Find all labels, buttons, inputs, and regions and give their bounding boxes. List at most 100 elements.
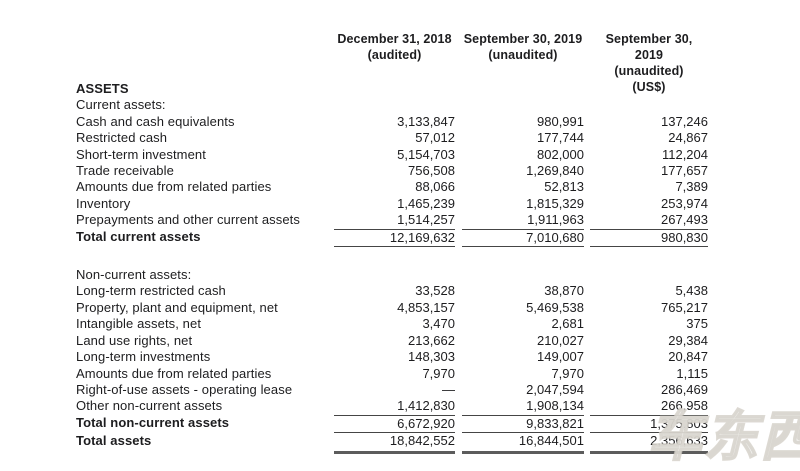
row-label: Right-of-use assets - operating lease bbox=[76, 381, 293, 397]
table-row: ASSETS bbox=[76, 81, 710, 97]
row-value: 4,853,157 bbox=[397, 299, 455, 315]
row-label: ASSETS bbox=[76, 81, 129, 96]
row-value: — bbox=[442, 381, 455, 397]
row-label: Trade receivable bbox=[76, 163, 174, 179]
row-value: 7,970 bbox=[551, 365, 584, 381]
row-value: 18,842,552 bbox=[334, 433, 455, 454]
row-value: 6,672,920 bbox=[334, 414, 455, 434]
row-label: Intangible assets, net bbox=[76, 316, 202, 332]
row-value: 286,469 bbox=[661, 381, 708, 397]
row-value: 2,356,633 bbox=[590, 433, 708, 454]
table-row: Right-of-use assets - operating lease — 2,… bbox=[76, 382, 710, 398]
row-label: Total assets bbox=[76, 433, 152, 449]
table-row: Intangible assets, net 3,470 2,681 375 bbox=[76, 316, 710, 332]
row-value: 1,375,803 bbox=[590, 414, 708, 434]
row-label: Prepayments and other current assets bbox=[76, 212, 300, 228]
column-header-dec-31-2018: December 31, 2018 (audited) bbox=[334, 31, 455, 63]
row-value: 137,246 bbox=[661, 113, 708, 129]
column-header-sep-30-2019: September 30, 2019 (unaudited) bbox=[462, 31, 584, 63]
row-label: Total non-current assets bbox=[76, 414, 230, 430]
table-row: Long-term restricted cash 33,528 38,870 5,4… bbox=[76, 283, 710, 299]
row-label: Restricted cash bbox=[76, 130, 168, 146]
spacer-row bbox=[76, 247, 710, 267]
row-value: 1,911,963 bbox=[527, 212, 584, 228]
row-label: Other non-current assets bbox=[76, 398, 223, 414]
row-value: 5,469,538 bbox=[526, 299, 584, 315]
table-row: Inventory 1,465,239 1,815,329 253,974 bbox=[76, 196, 710, 212]
row-value: 29,384 bbox=[668, 332, 708, 348]
row-label: Total current assets bbox=[76, 228, 201, 244]
balance-sheet-assets-table: December 31, 2018 (audited) September 30… bbox=[76, 31, 710, 454]
table-row: Other non-current assets 1,412,830 1,908,1… bbox=[76, 398, 710, 414]
header-line: September 30, 2019 bbox=[605, 32, 693, 62]
table-row: Amounts due from related parties 7,970 7,9… bbox=[76, 366, 710, 382]
table-row: Land use rights, net 213,662 210,027 29,384 bbox=[76, 333, 710, 349]
row-value: 177,744 bbox=[537, 130, 584, 146]
row-value: 375 bbox=[686, 316, 708, 332]
row-value: 148,303 bbox=[408, 349, 455, 365]
row-value: 5,154,703 bbox=[397, 146, 455, 162]
table-header: December 31, 2018 (audited) September 30… bbox=[76, 31, 710, 94]
row-value: 57,012 bbox=[415, 130, 455, 146]
row-value: 266,958 bbox=[661, 398, 708, 414]
table-row: Amounts due from related parties 88,066 52… bbox=[76, 179, 710, 195]
row-value: 88,066 bbox=[415, 179, 455, 195]
table-row: Total current assets 12,169,632 7,010,680 9… bbox=[76, 228, 710, 248]
row-value: 12,169,632 bbox=[334, 228, 455, 248]
header-line: (US$) bbox=[632, 80, 666, 94]
row-label: Short-term investment bbox=[76, 146, 206, 162]
table-row: Long-term investments 148,303 149,007 20,84… bbox=[76, 349, 710, 365]
row-label: Long-term restricted cash bbox=[76, 283, 226, 299]
row-value: 7,389 bbox=[675, 179, 708, 195]
table-row: Cash and cash equivalents 3,133,847 980,99… bbox=[76, 114, 710, 130]
row-value: 213,662 bbox=[408, 332, 455, 348]
row-value: 253,974 bbox=[661, 195, 708, 211]
row-value: 7,010,680 bbox=[462, 228, 584, 248]
table-row: Non-current assets: bbox=[76, 267, 710, 283]
row-value: 149,007 bbox=[537, 349, 584, 365]
row-value: 1,514,257 bbox=[397, 212, 455, 228]
column-header-sep-30-2019-usd: September 30, 2019 (unaudited) (US$) bbox=[590, 31, 708, 95]
row-value: 980,991 bbox=[537, 113, 584, 129]
row-value: 2,681 bbox=[551, 316, 584, 332]
table-row: Total assets 18,842,552 16,844,501 2,356,63… bbox=[76, 433, 710, 454]
row-value: 24,867 bbox=[668, 130, 708, 146]
row-value: 112,204 bbox=[661, 146, 708, 162]
row-value: 2,047,594 bbox=[526, 381, 584, 397]
row-label: Cash and cash equivalents bbox=[76, 113, 235, 129]
row-value: 1,412,830 bbox=[397, 398, 455, 414]
row-value: 1,908,134 bbox=[526, 398, 584, 414]
table-row: Restricted cash 57,012 177,744 24,867 bbox=[76, 130, 710, 146]
row-value: 5,438 bbox=[675, 283, 708, 299]
row-value: 802,000 bbox=[537, 146, 584, 162]
row-value: 3,133,847 bbox=[397, 113, 455, 129]
row-label: Long-term investments bbox=[76, 349, 211, 365]
row-value: 1,815,329 bbox=[526, 195, 584, 211]
table-body: ASSETS Current assets: Cash and cash equiv… bbox=[76, 81, 710, 454]
row-label: Amounts due from related parties bbox=[76, 179, 272, 195]
row-value: 210,027 bbox=[537, 332, 584, 348]
row-value: 1,465,239 bbox=[397, 195, 455, 211]
row-value: 33,528 bbox=[415, 283, 455, 299]
header-line: December 31, 2018 bbox=[337, 32, 452, 46]
row-value: 980,830 bbox=[590, 228, 708, 248]
row-value: 16,844,501 bbox=[462, 433, 584, 454]
header-line: (audited) bbox=[367, 48, 422, 62]
table-row: Current assets: bbox=[76, 97, 710, 113]
row-value: 267,493 bbox=[661, 212, 708, 228]
row-value: 38,870 bbox=[544, 283, 584, 299]
header-line: (unaudited) bbox=[488, 48, 558, 62]
row-label: Amounts due from related parties bbox=[76, 365, 272, 381]
row-value: 1,269,840 bbox=[526, 163, 584, 179]
row-value: 3,470 bbox=[422, 316, 455, 332]
row-label: Current assets: bbox=[76, 97, 166, 113]
header-line: (unaudited) bbox=[614, 64, 684, 78]
row-label: Non-current assets: bbox=[76, 267, 192, 283]
table-row: Trade receivable 756,508 1,269,840 177,657 bbox=[76, 163, 710, 179]
row-value: 756,508 bbox=[408, 163, 455, 179]
table-row: Property, plant and equipment, net 4,853,… bbox=[76, 300, 710, 316]
row-label: Land use rights, net bbox=[76, 332, 193, 348]
row-value: 765,217 bbox=[661, 299, 708, 315]
row-value: 1,115 bbox=[676, 365, 708, 381]
